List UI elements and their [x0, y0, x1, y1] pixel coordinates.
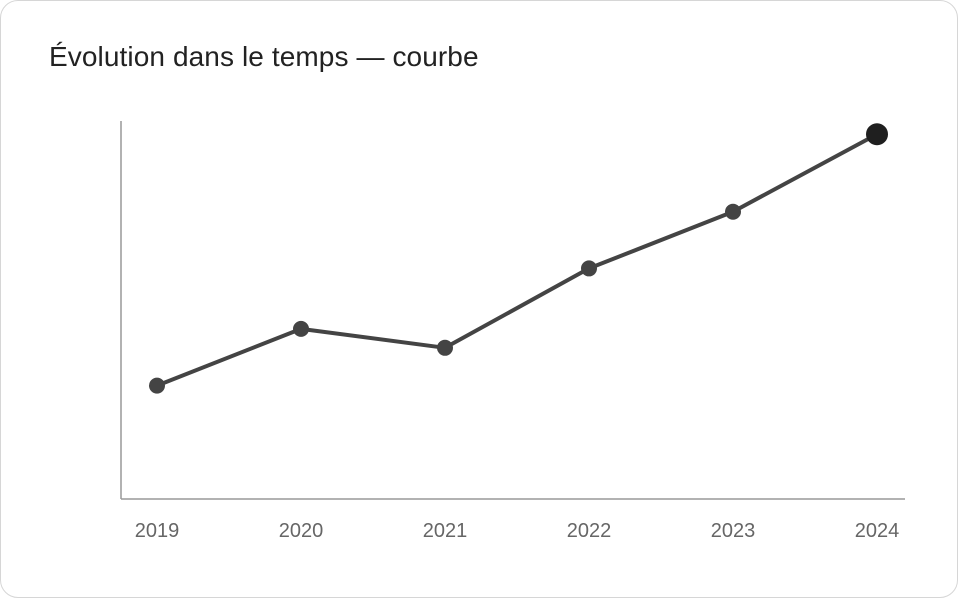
data-point	[725, 203, 741, 220]
data-point-highlight	[866, 123, 888, 146]
data-point	[581, 260, 597, 277]
series-layer	[149, 123, 888, 394]
chart-title: Évolution dans le temps — courbe	[49, 41, 479, 72]
x-tick-label: 2022	[567, 520, 612, 542]
data-point	[437, 339, 453, 356]
x-tick-label: 2023	[711, 520, 756, 542]
x-tick-labels: 2019 2020 2021 2022 2023 2024	[135, 520, 900, 542]
chart-axes	[120, 121, 905, 500]
data-point	[293, 320, 309, 337]
x-tick-label: 2020	[279, 520, 324, 542]
x-tick-label: 2019	[135, 520, 180, 542]
series-line	[155, 132, 879, 388]
x-tick-label: 2021	[423, 520, 468, 542]
data-point	[149, 377, 165, 394]
x-tick-label: 2024	[855, 520, 900, 542]
